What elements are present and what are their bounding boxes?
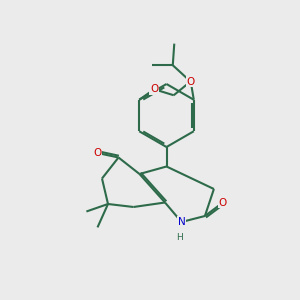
Text: O: O — [219, 197, 227, 208]
Text: O: O — [93, 148, 102, 158]
Text: N: N — [178, 217, 185, 227]
Text: H: H — [177, 233, 183, 242]
Text: O: O — [150, 84, 158, 94]
Text: O: O — [187, 77, 195, 87]
